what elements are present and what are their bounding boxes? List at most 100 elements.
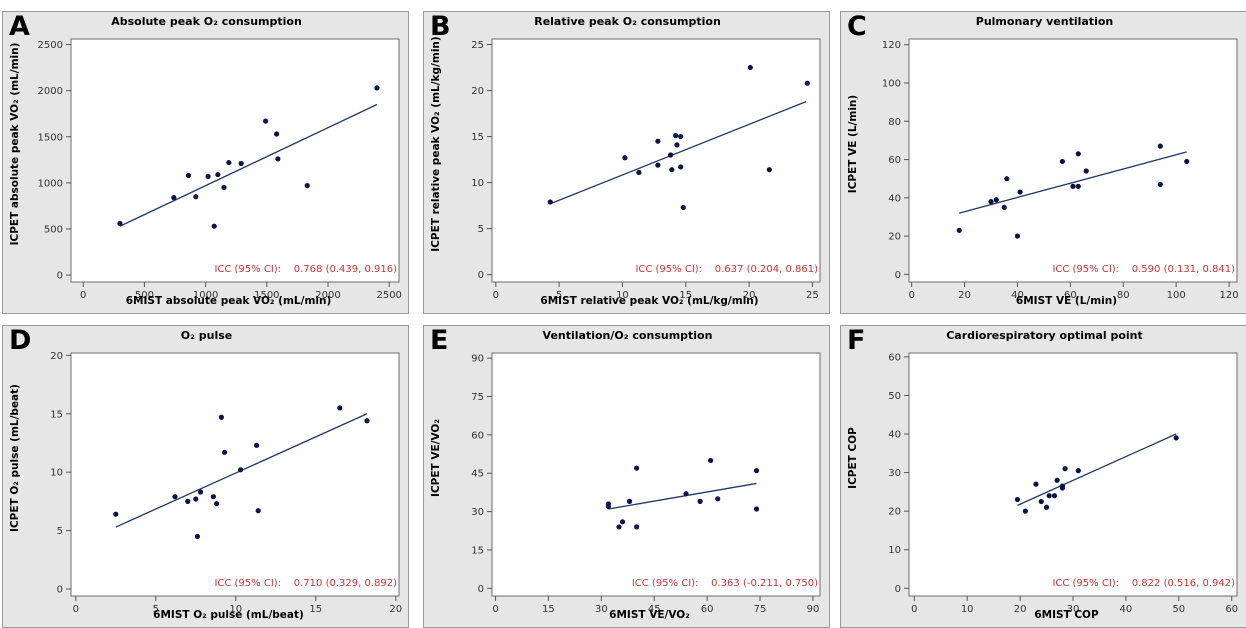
data-point xyxy=(205,173,211,180)
x-tick-label: 60 xyxy=(1225,604,1238,615)
data-point xyxy=(172,494,178,500)
y-tick-label: 20 xyxy=(471,86,484,97)
x-tick-label: 2000 xyxy=(315,290,340,301)
icc-value: 0.590 (0.131, 0.841) xyxy=(1131,264,1235,275)
y-tick-label: 0 xyxy=(57,584,63,595)
y-tick-label: 60 xyxy=(888,352,901,363)
y-tick-label: 25 xyxy=(471,40,484,51)
chart-svg: 0 10 20 30 40 50 60 0 10 20 30 40 50 60 xyxy=(888,352,1238,615)
y-tick-label: 40 xyxy=(888,430,901,441)
regression-line xyxy=(550,100,807,205)
x-tick-label: 30 xyxy=(1067,604,1080,615)
y-tick-label: 10 xyxy=(471,178,484,189)
icc-value: 0.768 (0.439, 0.916) xyxy=(293,264,397,275)
icc-label: ICC (95% CI): xyxy=(635,264,703,275)
data-point xyxy=(193,194,199,200)
data-point xyxy=(1083,168,1089,174)
y-tick-label: 50 xyxy=(888,391,901,402)
data-point xyxy=(1033,481,1039,487)
data-point xyxy=(226,159,232,166)
x-tick-label: 10 xyxy=(229,604,242,615)
chart-panel-f: 0 10 20 30 40 50 60 0 10 20 30 40 50 60 F Cardiorespira… xyxy=(840,325,1246,628)
data-point xyxy=(680,204,686,211)
data-point xyxy=(1062,466,1068,472)
x-axis-label: 6MIST COP xyxy=(1034,609,1099,621)
panel-letter: F xyxy=(847,325,866,356)
data-point xyxy=(766,167,772,173)
data-point xyxy=(210,494,216,500)
data-point xyxy=(238,160,244,167)
x-tick-label: 20 xyxy=(958,290,971,301)
data-point xyxy=(274,131,280,137)
chart-title: O₂ pulse xyxy=(180,329,233,342)
x-tick-label: 10 xyxy=(961,604,974,615)
y-tick-label: 15 xyxy=(471,132,484,143)
panel-letter: B xyxy=(430,11,451,42)
y-tick-label: 500 xyxy=(44,224,63,235)
y-axis-label: ICPET COP xyxy=(847,427,859,489)
y-tick-label: 0 xyxy=(895,270,901,281)
regression-line xyxy=(1017,433,1177,506)
y-tick-label: 2000 xyxy=(38,86,63,97)
y-tick-label: 30 xyxy=(471,507,484,518)
plot-area xyxy=(70,38,400,283)
data-point xyxy=(753,506,760,512)
plot-area xyxy=(70,352,400,597)
data-point xyxy=(1051,493,1058,499)
x-tick-label: 0 xyxy=(73,604,79,615)
data-point xyxy=(1001,204,1007,210)
data-point xyxy=(254,442,260,448)
data-point xyxy=(956,227,962,233)
y-tick-label: 20 xyxy=(888,232,901,243)
data-point xyxy=(275,156,281,162)
y-tick-label: 1500 xyxy=(38,132,63,143)
x-tick-label: 0 xyxy=(492,604,498,615)
data-point xyxy=(993,197,999,203)
data-point xyxy=(683,491,689,497)
data-point xyxy=(1022,508,1028,514)
x-tick-label: 20 xyxy=(1014,604,1027,615)
chart-svg: 0 5 10 15 20 0 5 10 15 20 xyxy=(50,351,402,615)
x-tick-label: 0 xyxy=(80,290,86,301)
x-tick-label: 50 xyxy=(1172,604,1185,615)
data-point xyxy=(1157,143,1163,149)
data-point xyxy=(1054,477,1060,483)
data-point xyxy=(547,199,553,205)
data-point xyxy=(211,223,217,229)
y-tick-label: 0 xyxy=(895,584,901,595)
plot-area xyxy=(491,38,821,283)
y-tick-label: 90 xyxy=(471,354,484,365)
data-point xyxy=(1046,493,1052,499)
panel-letter: D xyxy=(9,325,32,356)
data-point xyxy=(804,80,810,86)
data-point xyxy=(626,498,633,504)
y-tick-label: 0 xyxy=(478,270,484,281)
x-tick-label: 2500 xyxy=(376,290,401,301)
x-tick-label: 1000 xyxy=(193,290,218,301)
data-point xyxy=(214,501,220,507)
icc-value: 0.637 (0.204, 0.861) xyxy=(714,264,818,275)
y-tick-label: 120 xyxy=(882,40,901,51)
x-tick-label: 20 xyxy=(743,290,756,301)
data-point xyxy=(655,138,661,144)
data-point xyxy=(1014,233,1021,239)
data-point xyxy=(669,167,675,173)
chart-panel-b: 0 5 10 15 20 25 0 5 10 15 20 25 B Relative peak O₂ co… xyxy=(423,11,830,314)
x-tick-label: 20 xyxy=(389,604,402,615)
chart-panel-a: 0 500 1000 1500 2000 2500 0 500 1000 1500 2000 2500… xyxy=(2,11,409,314)
data-point xyxy=(337,405,343,411)
y-tick-label: 100 xyxy=(882,79,901,90)
x-tick-label: 25 xyxy=(806,290,819,301)
icc-label: ICC (95% CI): xyxy=(1052,264,1120,275)
data-point xyxy=(1075,151,1081,157)
data-point xyxy=(1157,181,1163,188)
x-tick-label: 40 xyxy=(1011,290,1024,301)
data-point xyxy=(634,524,640,530)
icc-annotation: ICC (95% CI): 0.363 (-0.211, 0.750) xyxy=(632,578,818,589)
y-tick-label: 10 xyxy=(50,468,63,479)
data-point xyxy=(674,142,680,148)
data-point xyxy=(215,171,221,178)
y-tick-label: 0 xyxy=(478,584,484,595)
data-point xyxy=(1184,158,1190,165)
data-point xyxy=(1059,483,1066,489)
